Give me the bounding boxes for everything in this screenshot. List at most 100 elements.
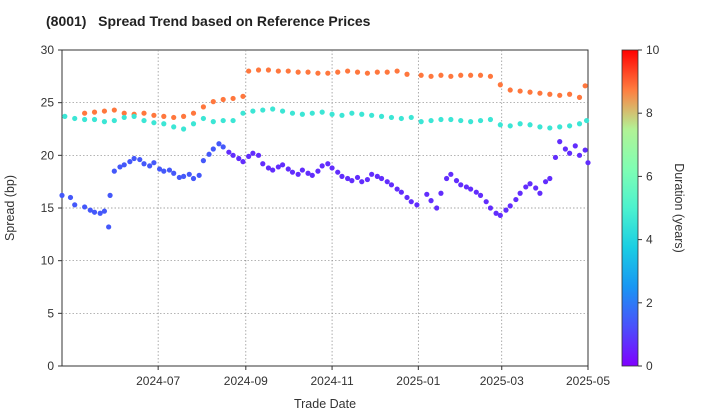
data-point [527, 181, 533, 187]
data-point [394, 186, 400, 192]
data-point [141, 117, 147, 124]
data-point [438, 116, 444, 123]
data-point [542, 179, 549, 185]
data-point [507, 123, 513, 129]
data-point [428, 198, 434, 204]
data-point [345, 68, 351, 74]
data-point [82, 110, 88, 116]
data-point [67, 194, 74, 201]
data-point [388, 114, 395, 121]
data-point [537, 124, 543, 130]
data-point [265, 67, 272, 73]
data-point [260, 161, 266, 167]
data-point [299, 167, 305, 173]
y-tick-label: 25 [41, 96, 55, 110]
data-point [354, 69, 361, 75]
data-point [497, 82, 503, 88]
data-point [240, 93, 246, 99]
data-point [378, 113, 385, 119]
data-point [270, 106, 276, 112]
data-point [216, 141, 222, 147]
data-point [414, 202, 420, 208]
data-point [359, 111, 365, 117]
data-point [576, 121, 583, 127]
x-tick-label: 2024-07 [136, 374, 180, 388]
data-point [82, 116, 88, 123]
data-point [166, 167, 173, 173]
data-point [151, 120, 157, 126]
data-point [186, 171, 192, 177]
data-point [354, 174, 361, 181]
data-point [117, 164, 123, 170]
data-point [97, 210, 103, 216]
data-point [345, 175, 351, 182]
data-point [418, 119, 424, 125]
grid-lines [62, 50, 588, 366]
data-point [181, 126, 187, 132]
data-point [206, 151, 212, 157]
data-point [567, 123, 573, 129]
data-point [527, 122, 533, 128]
y-tick-label: 30 [41, 43, 55, 57]
data-point [458, 117, 464, 124]
data-point [576, 94, 583, 100]
data-point [448, 116, 454, 123]
data-point [329, 111, 335, 117]
data-point [181, 113, 187, 119]
data-point [408, 199, 414, 205]
data-point [289, 110, 296, 116]
data-point [424, 191, 430, 197]
data-point [305, 69, 311, 75]
data-point [127, 159, 133, 165]
data-point [240, 159, 246, 165]
data-point [557, 139, 563, 145]
data-point [171, 170, 177, 176]
x-tick-label: 2025-01 [396, 374, 440, 388]
data-point [285, 166, 291, 172]
data-point [349, 110, 355, 116]
colorbar-tick-label: 6 [646, 169, 653, 183]
data-point [374, 69, 380, 75]
data-point [517, 190, 523, 196]
data-point [91, 116, 98, 123]
data-point [582, 147, 588, 153]
data-point [394, 68, 400, 74]
data-point [250, 108, 256, 114]
data-point [349, 178, 355, 184]
data-point [527, 89, 533, 95]
x-tick-label: 2025-03 [480, 374, 524, 388]
data-point [468, 72, 474, 78]
data-point [497, 212, 503, 218]
data-point [236, 155, 242, 162]
data-point [483, 199, 489, 205]
data-point [463, 184, 469, 190]
data-point [517, 121, 523, 127]
data-point [91, 109, 98, 115]
colorbar-tick-label: 0 [646, 359, 653, 373]
colorbar-label: Duration (years) [672, 163, 686, 253]
colorbar-tick-label: 8 [646, 106, 653, 120]
data-point [388, 182, 395, 188]
x-tick-label: 2025-05 [566, 374, 610, 388]
data-point [59, 192, 65, 198]
data-point [567, 150, 573, 156]
data-point [468, 119, 474, 125]
data-point [295, 171, 301, 177]
data-point [562, 146, 568, 152]
colorbar-tick-label: 2 [646, 296, 653, 310]
data-point [200, 115, 206, 122]
data-point [547, 125, 553, 131]
data-point [329, 165, 335, 171]
data-point [319, 163, 325, 169]
data-point [583, 117, 590, 124]
data-point [111, 117, 117, 124]
data-point [230, 117, 236, 124]
data-point [418, 72, 424, 78]
data-point [246, 68, 252, 74]
data-point [101, 119, 108, 125]
data-point [438, 190, 444, 196]
data-point [374, 173, 380, 179]
data-point [325, 161, 331, 167]
data-point [275, 164, 281, 170]
